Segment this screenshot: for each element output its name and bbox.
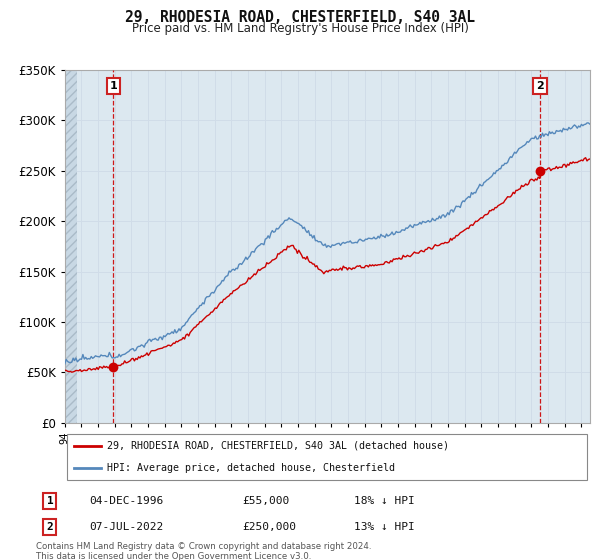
- Text: 1: 1: [110, 81, 118, 91]
- Point: [109, 363, 118, 372]
- Text: HPI: Average price, detached house, Chesterfield: HPI: Average price, detached house, Ches…: [107, 463, 395, 473]
- Text: 04-DEC-1996: 04-DEC-1996: [89, 496, 163, 506]
- Text: 1: 1: [47, 496, 53, 506]
- Text: 29, RHODESIA ROAD, CHESTERFIELD, S40 3AL (detached house): 29, RHODESIA ROAD, CHESTERFIELD, S40 3AL…: [107, 441, 449, 451]
- Text: 13% ↓ HPI: 13% ↓ HPI: [354, 522, 415, 533]
- Text: 2: 2: [536, 81, 544, 91]
- Text: Contains HM Land Registry data © Crown copyright and database right 2024.
This d: Contains HM Land Registry data © Crown c…: [36, 542, 371, 560]
- Text: Price paid vs. HM Land Registry's House Price Index (HPI): Price paid vs. HM Land Registry's House …: [131, 22, 469, 35]
- FancyBboxPatch shape: [67, 434, 587, 480]
- Text: 18% ↓ HPI: 18% ↓ HPI: [354, 496, 415, 506]
- Point: [535, 166, 545, 175]
- Text: 2: 2: [47, 522, 53, 533]
- Text: £55,000: £55,000: [242, 496, 290, 506]
- Text: 07-JUL-2022: 07-JUL-2022: [89, 522, 163, 533]
- Text: 29, RHODESIA ROAD, CHESTERFIELD, S40 3AL: 29, RHODESIA ROAD, CHESTERFIELD, S40 3AL: [125, 10, 475, 25]
- Bar: [65, 70, 77, 423]
- Text: £250,000: £250,000: [242, 522, 296, 533]
